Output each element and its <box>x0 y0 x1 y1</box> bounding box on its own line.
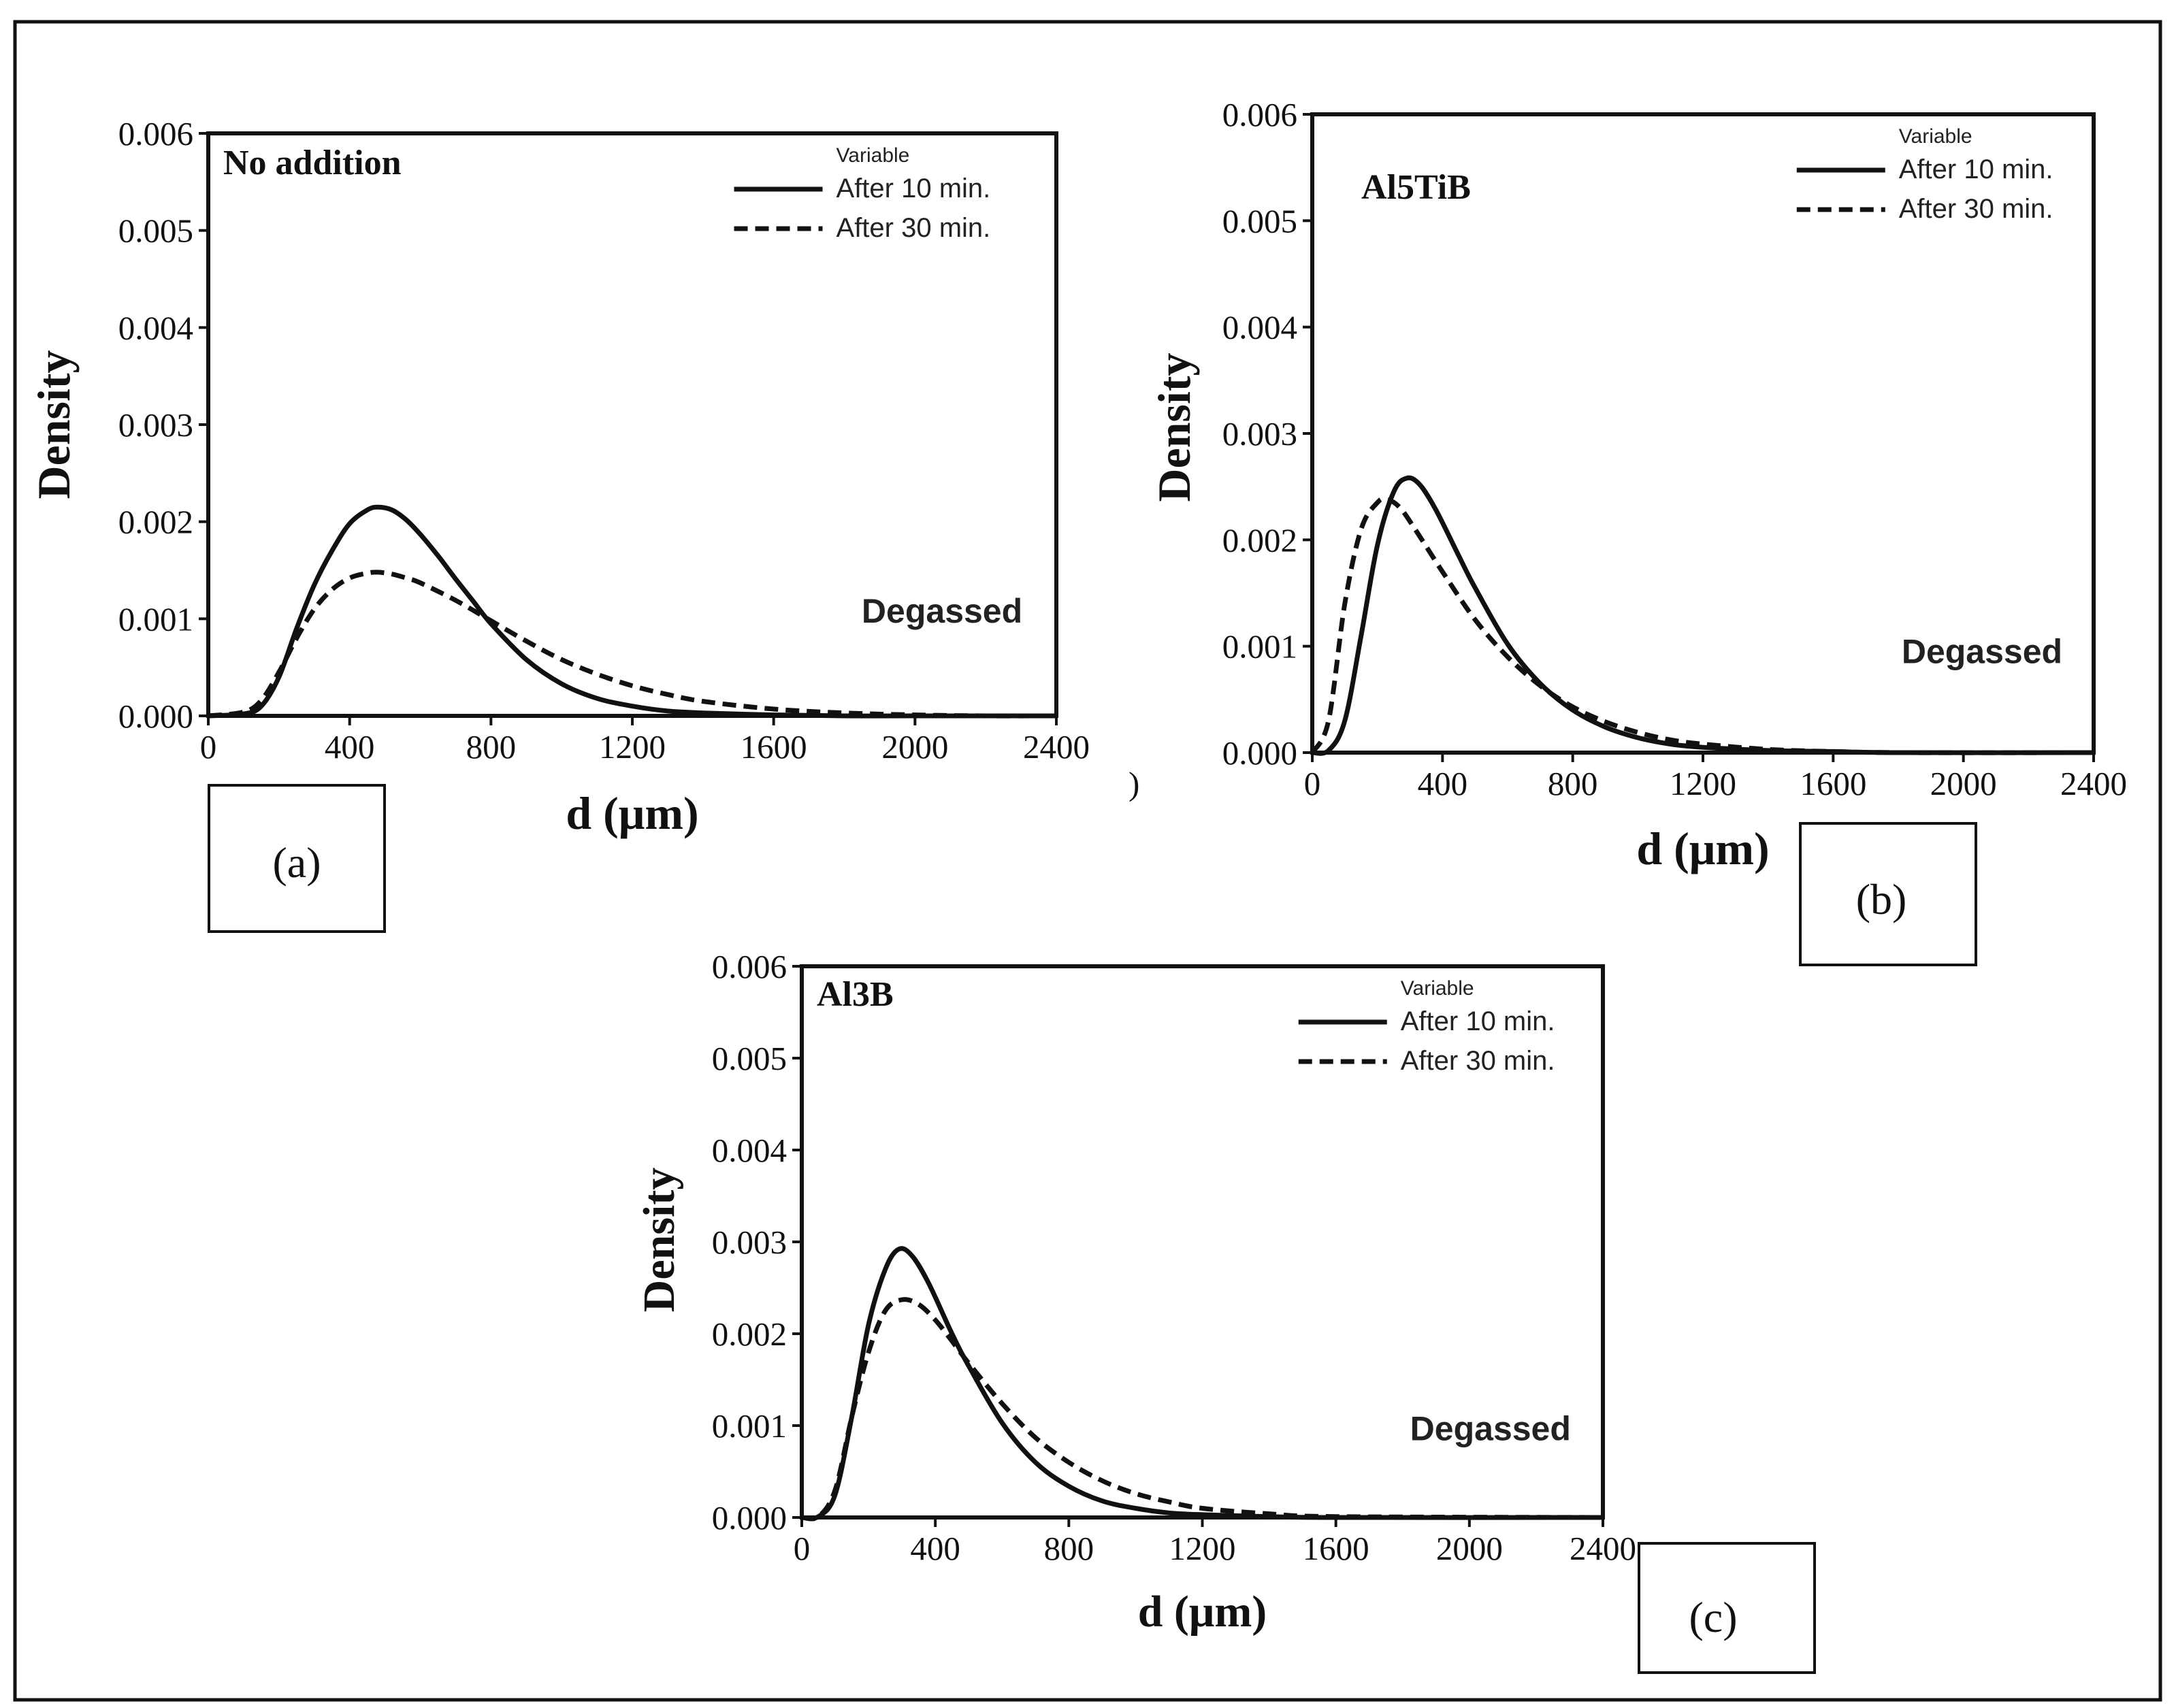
x-tick-label: 1200 <box>1169 1530 1236 1567</box>
panel-title: Al5TiB <box>1361 168 1471 207</box>
y-tick-label: 0.003 <box>712 1223 787 1261</box>
x-tick-label: 2000 <box>1930 765 1997 802</box>
x-axis-title: d (μm) <box>1138 1587 1267 1637</box>
chart-panel-b: 0 400 800 1200 1600 2000 2400 0.000 0.001 0.002 0.… <box>1148 96 2127 874</box>
legend-entry: After 10 min. <box>1401 1006 1555 1036</box>
x-tick-label: 0 <box>794 1530 811 1567</box>
x-tick-label: 2400 <box>2060 765 2127 802</box>
y-tick-label: 0.000 <box>1222 734 1297 772</box>
series-line-after-10-min <box>801 1246 1604 1522</box>
y-tick-label: 0.005 <box>712 1040 787 1077</box>
y-tick-label: 0.002 <box>712 1315 787 1353</box>
panel-label-c-text: (c) <box>1689 1593 1737 1641</box>
y-tick-label: 0.001 <box>118 600 193 638</box>
legend-entry: After 30 min. <box>837 213 991 243</box>
x-axis-title: d (μm) <box>566 787 698 839</box>
panel-title: No addition <box>223 144 402 182</box>
x-tick-label: 2000 <box>881 728 948 766</box>
y-tick-label: 0.001 <box>712 1407 787 1445</box>
series-line-after-10-min <box>208 504 1056 719</box>
panel-title: Al3B <box>817 975 894 1014</box>
panel-label-b-box <box>1799 822 1977 966</box>
x-tick-label: 800 <box>1548 765 1598 802</box>
x-tick-label: 2400 <box>1023 728 1090 766</box>
x-tick-label: 0 <box>200 728 217 766</box>
x-tick-label: 1600 <box>1303 1530 1369 1567</box>
y-tick-label: 0.002 <box>1222 521 1297 559</box>
y-tick-label: 0.002 <box>118 504 193 541</box>
stray-mark: ) <box>1128 765 1139 802</box>
x-tick-label: 1600 <box>741 728 807 766</box>
y-tick-label: 0.003 <box>118 406 193 444</box>
y-tick-label: 0.004 <box>712 1132 787 1169</box>
series-line-after-30-min <box>208 570 1057 719</box>
legend-entry: After 10 min. <box>1899 154 2053 184</box>
x-tick-label: 0 <box>1304 765 1321 802</box>
y-tick-label: 0.000 <box>712 1499 787 1537</box>
x-tick-label: 2400 <box>1570 1530 1636 1567</box>
series-line-after-10-min <box>1312 475 2094 756</box>
y-tick-label: 0.000 <box>118 697 193 735</box>
x-tick-label: 1200 <box>599 728 666 766</box>
panel-label-a-text: (a) <box>272 838 321 887</box>
x-tick-label: 800 <box>1044 1530 1094 1567</box>
y-tick-label: 0.003 <box>1222 415 1297 453</box>
legend-entry: After 10 min. <box>837 174 991 203</box>
panel-label-c-box <box>1638 1542 1816 1674</box>
series-line-after-30-min <box>801 1297 1604 1522</box>
panel-label-b: (b) <box>1799 822 1977 966</box>
x-tick-label: 800 <box>466 728 517 766</box>
x-tick-label: 400 <box>910 1530 960 1567</box>
y-tick-label: 0.004 <box>1222 309 1297 346</box>
x-tick-label: 400 <box>1418 765 1468 802</box>
legend-entry: After 30 min. <box>1899 194 2053 224</box>
figure-frame <box>13 20 2162 1702</box>
y-tick-label: 0.004 <box>118 309 193 346</box>
y-axis-title: Density <box>1148 352 1200 502</box>
annotation-degassed: Degassed <box>862 592 1022 630</box>
x-tick-label: 2000 <box>1436 1530 1503 1567</box>
panel-label-a-box <box>208 784 386 933</box>
x-axis-title: d (μm) <box>1636 823 1769 874</box>
y-tick-label: 0.001 <box>1222 628 1297 666</box>
panel-label-a: (a) <box>208 784 386 933</box>
panel-label-c: (c) <box>1638 1542 1816 1674</box>
y-axis-title: Density <box>28 350 80 499</box>
y-tick-label: 0.005 <box>118 212 193 250</box>
y-tick-label: 0.006 <box>712 948 787 985</box>
panel-label-b-text: (b) <box>1856 875 1907 923</box>
legend-title: Variable <box>1401 977 1474 1000</box>
y-tick-label: 0.006 <box>118 115 193 152</box>
y-axis-title: Density <box>634 1168 684 1313</box>
x-tick-label: 400 <box>325 728 375 766</box>
chart-panel-c: 0 400 800 1200 1600 2000 2400 0.000 0.001 0.002 0.… <box>634 948 1636 1637</box>
legend-entry: After 30 min. <box>1401 1046 1555 1076</box>
annotation-degassed: Degassed <box>1410 1410 1571 1448</box>
legend-title: Variable <box>837 144 910 167</box>
chart-panel-a: 0 400 800 1200 1600 2000 2400 0.000 0.001 0.002 0.… <box>28 115 1090 839</box>
y-tick-label: 0.005 <box>1222 202 1297 240</box>
y-tick-label: 0.006 <box>1222 96 1297 133</box>
x-tick-label: 1600 <box>1800 765 1866 802</box>
x-tick-label: 1200 <box>1670 765 1736 802</box>
series-line-after-30-min <box>1310 496 2094 755</box>
annotation-degassed: Degassed <box>1902 633 2062 671</box>
legend-title: Variable <box>1899 125 1972 148</box>
